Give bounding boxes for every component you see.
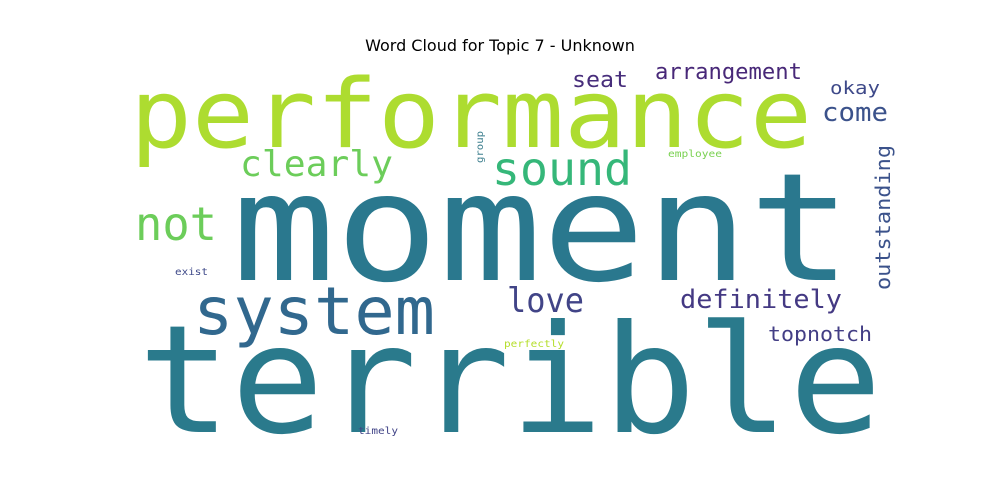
word-topnotch: topnotch (768, 322, 872, 346)
chart-title: Word Cloud for Topic 7 - Unknown (365, 36, 635, 55)
word-employee: employee (668, 149, 722, 160)
word-arrangement: arrangement (655, 60, 802, 85)
word-perfectly: perfectly (504, 339, 564, 350)
word-system: system (193, 273, 435, 350)
word-come: come (822, 98, 888, 128)
word-outstanding: outstanding (871, 145, 895, 290)
word-exist: exist (175, 267, 208, 278)
word-sound: sound (492, 142, 632, 196)
word-terrible: terrible (138, 294, 882, 468)
word-love: love (507, 281, 584, 321)
word-okay: okay (830, 78, 880, 99)
word-group: group (475, 131, 486, 163)
word-performance: performance (130, 60, 812, 170)
word-not: not (135, 197, 217, 251)
word-definitely: definitely (680, 285, 842, 315)
word-moment: moment (232, 142, 852, 316)
word-seat: seat (572, 68, 628, 93)
word-clearly: clearly (240, 144, 393, 185)
word-timely: timely (358, 426, 398, 437)
